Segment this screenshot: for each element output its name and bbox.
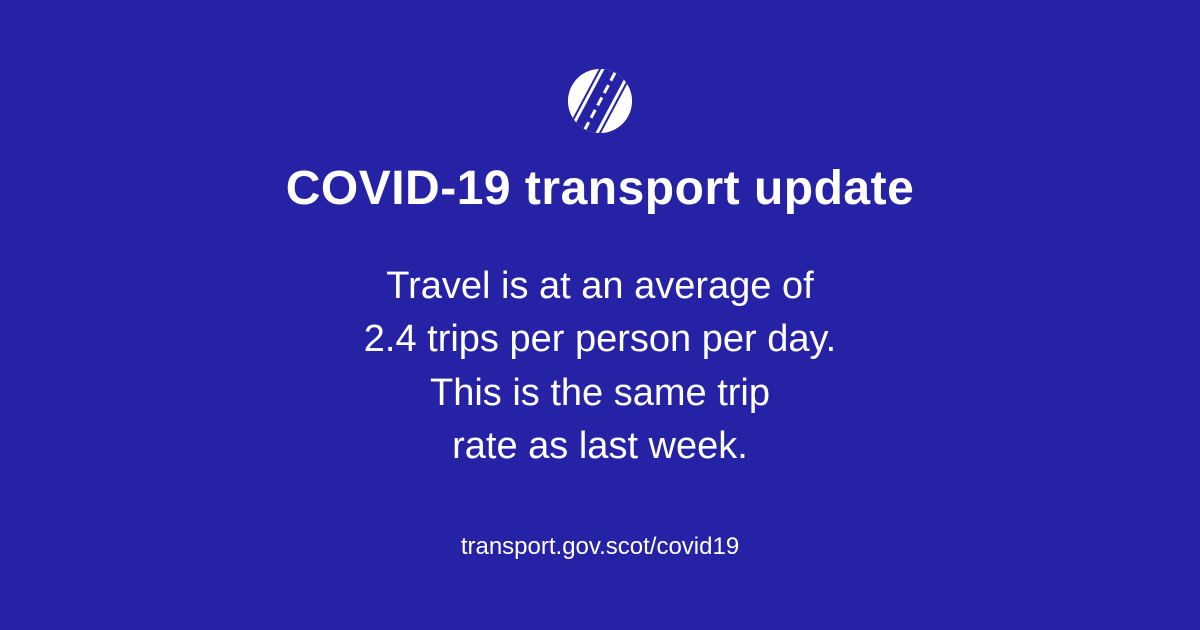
footer-url: transport.gov.scot/covid19 [461,533,739,561]
body-line-3: This is the same trip [430,372,770,414]
logo-circle [568,69,632,133]
body-line-1: Travel is at an average of [386,265,813,307]
page-title: COVID-19 transport update [286,161,915,216]
body-line-4: rate as last week. [452,425,748,467]
body-line-2: 2.4 trips per person per day. [364,318,836,360]
road-icon [568,69,632,133]
body-message: Travel is at an average of 2.4 trips per… [364,260,836,473]
